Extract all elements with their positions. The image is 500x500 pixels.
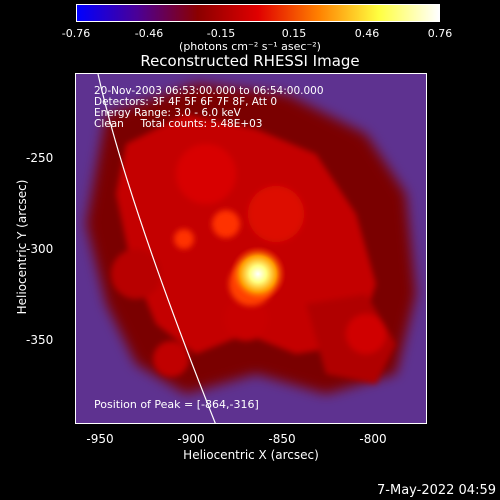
colorbar (76, 4, 440, 22)
annotation-energy: Energy Range: 3.0 - 6.0 keV (94, 107, 241, 119)
solar-image: 20-Nov-2003 06:53:00.000 to 06:54:00.000… (75, 73, 427, 424)
y-axis-label: Heliocentric Y (arcsec) (15, 179, 29, 315)
y-tick: -250 (26, 151, 54, 165)
colorbar-tick: -0.46 (134, 27, 164, 40)
flare-peak (230, 246, 286, 302)
x-tick: -950 (86, 432, 114, 446)
annotation-peak: Position of Peak = [-864,-316] (94, 398, 259, 411)
y-tick: -300 (26, 242, 54, 256)
colorbar-tick: 0.46 (354, 27, 380, 40)
x-tick: -900 (177, 432, 205, 446)
x-tick: -850 (268, 432, 296, 446)
x-axis-label: Heliocentric X (arcsec) (183, 448, 319, 462)
timestamp: 7-May-2022 04:59 (377, 483, 496, 498)
plot-title: Reconstructed RHESSI Image (140, 52, 360, 70)
colorbar-tick: -0.15 (206, 27, 236, 40)
image-canvas (76, 74, 426, 423)
solar-limb (97, 74, 216, 423)
y-tick: -350 (26, 333, 54, 347)
colorbar-tick: -0.76 (61, 27, 91, 40)
colorbar-tick: 0.15 (281, 27, 307, 40)
annotation-time: 20-Nov-2003 06:53:00.000 to 06:54:00.000 (94, 85, 324, 97)
colorbar-tick: 0.76 (427, 27, 453, 40)
annotation-detectors: Detectors: 3F 4F 5F 6F 7F 8F, Att 0 (94, 96, 278, 108)
emission-red (111, 114, 396, 384)
annotation-clean: Clean Total counts: 5.48E+03 (94, 118, 263, 130)
x-tick: -800 (359, 432, 387, 446)
colorbar-units: (photons cm⁻² s⁻¹ asec⁻²) (179, 40, 321, 53)
